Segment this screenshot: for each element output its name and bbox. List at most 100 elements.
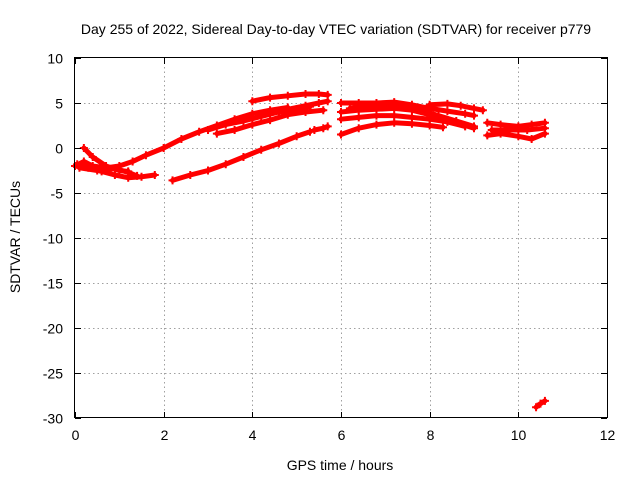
data-point-marker bbox=[399, 102, 408, 111]
data-point-marker bbox=[483, 118, 492, 127]
data-point-marker bbox=[266, 116, 275, 125]
data-point-marker bbox=[204, 166, 212, 175]
data-point-marker bbox=[230, 126, 239, 134]
data-point-marker bbox=[301, 101, 310, 110]
data-point-marker bbox=[79, 144, 88, 152]
data-point-marker bbox=[536, 399, 545, 408]
data-point-marker bbox=[301, 90, 310, 98]
data-point-marker bbox=[283, 105, 292, 114]
data-point-marker bbox=[434, 111, 443, 120]
data-point-marker bbox=[248, 97, 257, 106]
data-point-marker bbox=[478, 106, 487, 115]
data-point-marker bbox=[323, 122, 332, 131]
data-point-marker bbox=[496, 120, 505, 129]
data-point-marker bbox=[363, 102, 372, 111]
data-point-marker bbox=[483, 131, 492, 140]
data-point-marker bbox=[470, 104, 478, 113]
data-point-marker bbox=[425, 100, 434, 109]
data-point-marker bbox=[354, 113, 363, 122]
x-tick-label: 2 bbox=[161, 427, 169, 443]
data-point-marker bbox=[470, 122, 478, 131]
x-tick-label: 4 bbox=[249, 427, 257, 443]
y-axis-label: SDTVAR / TECUs bbox=[7, 181, 23, 293]
data-point-marker bbox=[337, 99, 345, 107]
data-point-marker bbox=[204, 126, 212, 134]
data-point-marker bbox=[110, 164, 119, 173]
data-point-marker bbox=[274, 108, 283, 116]
series-track-9 bbox=[285, 98, 331, 112]
y-tick-label: -25 bbox=[43, 366, 63, 382]
data-point-marker bbox=[354, 124, 363, 133]
data-point-marker bbox=[425, 115, 434, 124]
data-point-marker bbox=[75, 163, 84, 172]
y-tick-label: -5 bbox=[51, 186, 64, 202]
x-tick-label: 0 bbox=[72, 427, 80, 443]
data-point-marker bbox=[487, 126, 496, 134]
y-tick-label: 0 bbox=[55, 141, 63, 157]
data-point-marker bbox=[128, 157, 137, 166]
series-track-19 bbox=[489, 125, 548, 133]
data-point-marker bbox=[124, 168, 133, 177]
data-point-marker bbox=[88, 153, 97, 161]
chart-title: Day 255 of 2022, Sidereal Day-to-day VTE… bbox=[81, 21, 591, 37]
data-point-marker bbox=[133, 171, 142, 180]
x-axis-label: GPS time / hours bbox=[287, 457, 394, 473]
data-point-marker bbox=[310, 126, 319, 134]
data-point-marker bbox=[372, 111, 381, 120]
y-tick-label: 10 bbox=[47, 51, 63, 67]
data-point-marker bbox=[177, 135, 186, 143]
data-point-marker bbox=[514, 132, 523, 141]
data-point-marker bbox=[239, 117, 248, 125]
x-tick-label: 8 bbox=[427, 427, 435, 443]
data-point-marker bbox=[323, 97, 332, 106]
data-point-marker bbox=[452, 117, 461, 125]
y-tick-label: -30 bbox=[43, 411, 63, 427]
data-point-marker bbox=[456, 101, 465, 110]
data-point-marker bbox=[532, 403, 541, 412]
data-point-marker bbox=[443, 99, 452, 108]
data-point-marker bbox=[141, 151, 150, 160]
y-tick-labels: -30 -25 -20 -15 -10 -5 0 5 10 bbox=[43, 51, 63, 427]
data-point-marker bbox=[540, 124, 549, 133]
data-point-marker bbox=[319, 106, 328, 115]
data-point-marker bbox=[390, 118, 399, 127]
x-tick-label: 6 bbox=[338, 427, 346, 443]
data-point-marker bbox=[274, 139, 283, 148]
data-point-marker bbox=[314, 99, 323, 107]
series-layer bbox=[71, 90, 549, 412]
data-point-marker bbox=[381, 101, 390, 110]
data-point-marker bbox=[345, 104, 354, 113]
data-point-marker bbox=[470, 111, 478, 120]
data-point-marker bbox=[523, 126, 532, 134]
data-point-marker bbox=[407, 113, 416, 122]
axis-ticks bbox=[75, 58, 608, 419]
x-tick-label: 10 bbox=[511, 427, 527, 443]
x-tick-label: 12 bbox=[600, 427, 616, 443]
data-point-marker bbox=[257, 112, 266, 121]
data-point-marker bbox=[212, 129, 221, 138]
data-point-marker bbox=[257, 145, 266, 154]
x-tick-labels: 0 2 4 6 8 10 12 bbox=[72, 427, 616, 443]
data-point-marker bbox=[319, 124, 328, 133]
data-point-marker bbox=[372, 120, 381, 129]
y-tick-label: -20 bbox=[43, 321, 63, 337]
data-point-marker bbox=[337, 115, 345, 124]
data-point-marker bbox=[168, 176, 177, 185]
data-point-marker bbox=[266, 93, 275, 102]
data-point-marker bbox=[239, 153, 248, 161]
data-point-marker bbox=[221, 160, 230, 169]
data-point-marker bbox=[416, 106, 425, 115]
data-point-marker bbox=[248, 120, 257, 129]
data-point-marker bbox=[195, 127, 204, 136]
data-point-marker bbox=[505, 126, 514, 134]
y-tick-label: -10 bbox=[43, 231, 63, 247]
data-point-marker bbox=[93, 166, 102, 175]
data-point-marker bbox=[443, 107, 452, 116]
data-point-marker bbox=[540, 396, 549, 405]
data-point-marker bbox=[390, 111, 399, 120]
data-point-marker bbox=[150, 171, 159, 179]
y-tick-label: -15 bbox=[43, 276, 63, 292]
data-point-marker bbox=[337, 130, 345, 139]
data-point-marker bbox=[305, 127, 314, 136]
